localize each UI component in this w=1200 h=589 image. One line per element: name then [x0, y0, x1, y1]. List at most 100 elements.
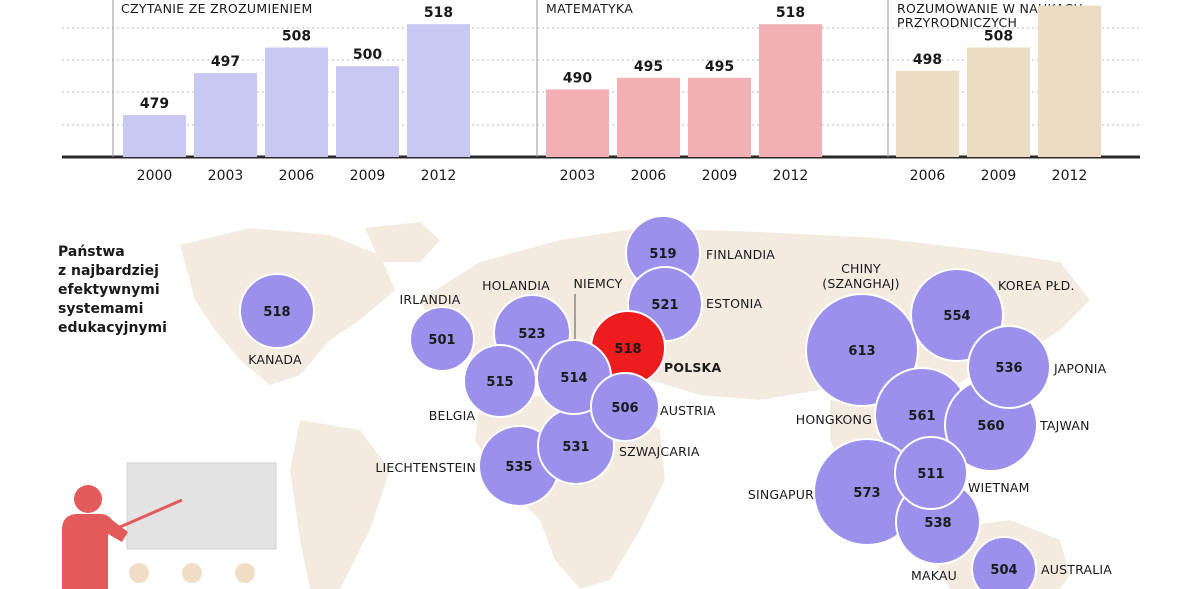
map-title-line: z najbardziej	[58, 263, 159, 279]
country-label: IRLANDIA	[400, 292, 461, 307]
bar-chart-title: PRZYRODNICZYCH	[897, 15, 1017, 30]
x-tick-label: 2012	[421, 168, 457, 184]
bar	[336, 66, 399, 157]
bubble-value-label: 573	[853, 486, 880, 501]
country-label: MAKAU	[911, 568, 957, 583]
country-label: HOLANDIA	[482, 278, 550, 293]
greenland-shape	[365, 222, 440, 262]
blackboard	[126, 462, 277, 550]
country-label: (SZANGHAJ)	[822, 276, 899, 291]
bar-value-label: 508	[984, 28, 1013, 44]
country-label: NIEMCY	[573, 276, 622, 291]
country-bubble	[971, 536, 1037, 589]
country-bubble	[409, 306, 475, 372]
map-title-line: Państwa	[58, 244, 125, 260]
bubble-value-label: 531	[562, 440, 589, 455]
bar	[617, 77, 680, 157]
bar	[194, 73, 257, 157]
x-tick-label: 2000	[137, 168, 173, 184]
country-label: AUSTRIA	[660, 403, 716, 418]
bar-chart-title: ROZUMOWANIE W NAUKACH	[897, 1, 1083, 16]
teacher-illustration	[62, 462, 277, 589]
country-label: LIECHTENSTEIN	[375, 460, 476, 475]
country-bubbles: 518 501 523 515 519 521 518 535 531 514 506 613 554 5…	[239, 215, 1112, 589]
country-label: JAPONIA	[1053, 361, 1107, 376]
x-tick-label: 2009	[702, 168, 738, 184]
bubble-value-label: 613	[848, 344, 875, 359]
bubble-value-label: 561	[908, 409, 935, 424]
bubble-value-label: 504	[990, 563, 1017, 578]
student-head	[129, 563, 149, 583]
bar-chart-title: CZYTANIE ZE ZROZUMIENIEM	[121, 1, 313, 16]
bubble-value-label: 515	[486, 375, 513, 390]
pointer-stick	[119, 498, 183, 529]
bar	[1038, 5, 1101, 157]
country-label: HONGKONG	[796, 412, 872, 427]
bar-value-label: 479	[140, 96, 169, 112]
bubble-value-label: 536	[995, 361, 1022, 376]
bubble-value-label: 519	[649, 247, 676, 262]
student-head	[235, 563, 255, 583]
country-label: TAJWAN	[1039, 418, 1090, 433]
bar	[407, 24, 470, 157]
country-bubble	[239, 273, 315, 349]
country-bubble	[967, 325, 1051, 409]
x-tick-label: 2006	[279, 168, 315, 184]
country-label: ESTONIA	[706, 296, 763, 311]
bubble-value-label: 501	[428, 333, 455, 348]
x-tick-label: 2006	[631, 168, 667, 184]
bar-value-label: 526	[1055, 0, 1084, 3]
country-label: AUSTRALIA	[1041, 562, 1112, 577]
bubble-value-label: 554	[943, 309, 970, 324]
country-label: SINGAPUR	[748, 487, 814, 502]
bar-value-label: 500	[353, 47, 382, 63]
bubble-value-label: 521	[651, 298, 678, 313]
country-label: SZWAJCARIA	[619, 444, 700, 459]
x-tick-label: 2012	[1052, 168, 1088, 184]
bar-chart-title: MATEMATYKA	[546, 1, 633, 16]
bar-value-label: 508	[282, 28, 311, 44]
country-label: WIETNAM	[968, 480, 1030, 495]
x-tick-label: 2003	[560, 168, 596, 184]
bubble-value-label: 518	[614, 342, 641, 357]
bar	[896, 70, 959, 157]
x-tick-label: 2003	[208, 168, 244, 184]
bar	[265, 47, 328, 157]
bubble-value-label: 514	[560, 371, 587, 386]
bubble-value-label: 560	[977, 419, 1004, 434]
bubble-value-label: 518	[263, 305, 290, 320]
x-tick-label: 2009	[350, 168, 386, 184]
teacher-head	[74, 485, 102, 513]
bubble-value-label: 535	[505, 460, 532, 475]
country-bubble	[463, 344, 537, 418]
country-label: KOREA PŁD.	[998, 278, 1075, 293]
country-bubble	[894, 436, 968, 510]
bubble-value-label: 523	[518, 327, 545, 342]
country-bubble	[590, 372, 660, 442]
bar-value-label: 495	[634, 59, 663, 75]
country-bubble	[805, 293, 919, 407]
country-label: POLSKA	[664, 360, 721, 375]
student-head	[182, 563, 202, 583]
bar	[688, 77, 751, 157]
bubble-value-label: 511	[917, 467, 944, 482]
bar-value-label: 518	[776, 5, 805, 21]
bar	[759, 24, 822, 157]
map-title-line: systemami	[58, 301, 143, 317]
bar-value-label: 498	[913, 52, 942, 68]
x-tick-label: 2012	[773, 168, 809, 184]
map-title-line: efektywnymi	[58, 282, 160, 298]
south-america-shape	[290, 420, 390, 589]
bubble-value-label: 538	[924, 516, 951, 531]
bubble-value-label: 506	[611, 401, 638, 416]
bar-value-label: 497	[211, 54, 240, 70]
x-tick-label: 2006	[910, 168, 946, 184]
bar-value-label: 490	[563, 70, 592, 86]
country-label: CHINY	[841, 261, 881, 276]
teacher-body	[62, 514, 128, 589]
country-label: BELGIA	[429, 408, 476, 423]
bar-charts: CZYTANIE ZE ZROZUMIENIEM 479 2000 497 2003 50…	[62, 0, 1140, 184]
map-title-line: edukacyjnymi	[58, 320, 167, 336]
country-label: KANADA	[248, 352, 302, 367]
